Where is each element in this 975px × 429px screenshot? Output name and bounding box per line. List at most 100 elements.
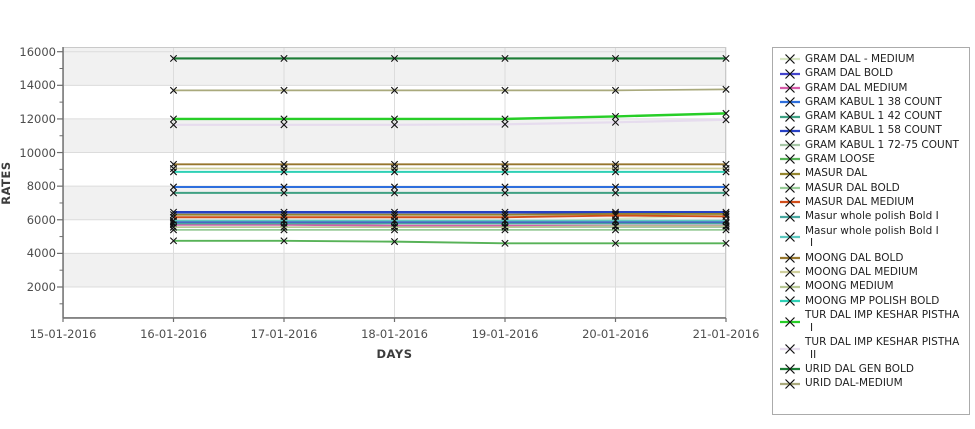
- legend-label: MOONG MEDIUM: [805, 280, 894, 293]
- data-point-marker: [280, 121, 288, 129]
- legend-x-marker-icon: [780, 316, 800, 327]
- legend-x-marker-icon: [780, 168, 800, 179]
- y-tick-label: 12000: [19, 111, 56, 126]
- legend-x-marker-icon: [780, 281, 800, 292]
- legend-item-12: Masur whole polish Bold I: [779, 210, 965, 223]
- data-point-marker: [722, 116, 730, 124]
- legend-item-4: GRAM KABUL 1 38 COUNT: [779, 96, 965, 109]
- y-tick-label: 2000: [26, 280, 56, 294]
- data-point-marker: [611, 189, 620, 197]
- legend-item-17: MOONG MP POLISH BOLD: [779, 295, 965, 308]
- data-point-marker: [501, 217, 509, 225]
- legend-item-8: GRAM LOOSE: [779, 153, 965, 166]
- data-point-marker: [611, 54, 620, 63]
- x-tick-label: 16-01-2016: [140, 327, 207, 341]
- data-point-marker: [611, 112, 620, 121]
- data-point-marker: [611, 222, 620, 230]
- data-point-marker: [722, 164, 730, 173]
- data-point-marker: [169, 164, 178, 173]
- legend-item-10: MASUR DAL BOLD: [779, 182, 965, 195]
- series-line-19: [173, 118, 727, 126]
- series-line-21: [173, 88, 727, 92]
- legend-x-marker-icon: [780, 211, 800, 222]
- y-tick-label: 6000: [26, 212, 56, 227]
- data-point-marker: [501, 86, 509, 94]
- data-point-marker: [280, 237, 288, 245]
- x-tick-label: 18-01-2016: [361, 327, 428, 341]
- legend-x-marker-icon: [780, 253, 800, 263]
- data-point-marker: [390, 238, 399, 246]
- data-point-marker: [390, 223, 399, 231]
- legend-x-marker-icon: [780, 154, 800, 165]
- x-tick-label: 19-01-2016: [471, 327, 539, 341]
- data-point-marker: [169, 54, 178, 63]
- data-point-marker: [280, 189, 288, 197]
- data-point-marker: [611, 164, 620, 173]
- data-point-marker: [280, 164, 288, 173]
- data-point-marker: [280, 213, 288, 221]
- legend-x-marker-icon: [780, 54, 800, 65]
- legend-item-9: MASUR DAL: [779, 167, 965, 180]
- data-point-marker: [501, 213, 509, 221]
- data-point-marker: [390, 86, 399, 94]
- series-line-16: [173, 225, 726, 229]
- legend-label: MASUR DAL: [805, 167, 868, 180]
- data-point-marker: [722, 168, 730, 176]
- data-point-marker: [501, 223, 509, 231]
- data-point-marker: [280, 115, 288, 123]
- data-point-marker: [169, 237, 178, 245]
- data-point-marker: [722, 222, 730, 230]
- data-point-marker: [501, 115, 509, 123]
- legend-label: URID DAL-MEDIUM: [805, 377, 903, 390]
- data-point-marker: [611, 86, 620, 94]
- data-point-marker: [501, 54, 509, 63]
- data-point-marker: [722, 239, 730, 247]
- series-line-18: [173, 112, 727, 121]
- data-point-marker: [611, 183, 620, 191]
- legend-label: MOONG DAL MEDIUM: [805, 265, 918, 278]
- legend-item-14: MOONG DAL BOLD: [779, 252, 965, 265]
- legend-label: GRAM KABUL 1 58 COUNT: [805, 124, 942, 137]
- legend-x-marker-icon: [780, 232, 800, 243]
- data-point-marker: [169, 86, 178, 94]
- legend-label: URID DAL GEN BOLD: [805, 363, 914, 376]
- series-line-9: [173, 212, 726, 216]
- legend-x-marker-icon: [780, 296, 800, 306]
- data-point-marker: [390, 189, 399, 197]
- legend-label: TUR DAL IMP KESHAR PISTHA II: [805, 335, 960, 361]
- y-tick-label: 14000: [19, 78, 56, 93]
- legend-label: GRAM LOOSE: [805, 153, 875, 166]
- legend-label: GRAM DAL BOLD: [805, 67, 894, 80]
- data-point-marker: [169, 121, 178, 129]
- data-point-marker: [280, 86, 288, 94]
- legend-x-marker-icon: [780, 183, 800, 193]
- legend-item-11: MASUR DAL MEDIUM: [779, 196, 965, 209]
- data-point-marker: [501, 120, 509, 128]
- legend-item-16: MOONG MEDIUM: [779, 280, 965, 293]
- data-point-marker: [501, 168, 509, 176]
- legend-item-15: MOONG DAL MEDIUM: [779, 266, 965, 279]
- legend-x-marker-icon: [780, 267, 800, 278]
- y-tick-label: 4000: [26, 246, 56, 261]
- legend-item-20: URID DAL GEN BOLD: [779, 363, 965, 376]
- data-point-marker: [501, 164, 509, 173]
- legend-label: MOONG DAL BOLD: [805, 251, 904, 264]
- data-point-marker: [722, 109, 730, 117]
- data-point-marker: [390, 115, 399, 123]
- data-point-marker: [390, 54, 399, 63]
- legend-x-marker-icon: [780, 197, 800, 208]
- legend-item-3: GRAM DAL MEDIUM: [779, 82, 965, 95]
- x-tick-label: 17-01-2016: [250, 327, 318, 341]
- data-point-marker: [390, 217, 399, 225]
- series-line-8: [173, 239, 726, 245]
- legend-label: GRAM KABUL 1 42 COUNT: [805, 110, 942, 123]
- x-tick-label: 20-01-2016: [582, 327, 649, 341]
- legend-label: MOONG MP POLISH BOLD: [805, 294, 940, 307]
- legend-label: MASUR DAL MEDIUM: [805, 195, 915, 208]
- data-point-marker: [390, 164, 399, 173]
- data-point-marker: [169, 189, 178, 197]
- legend-item-6: GRAM KABUL 1 58 COUNT: [779, 124, 965, 137]
